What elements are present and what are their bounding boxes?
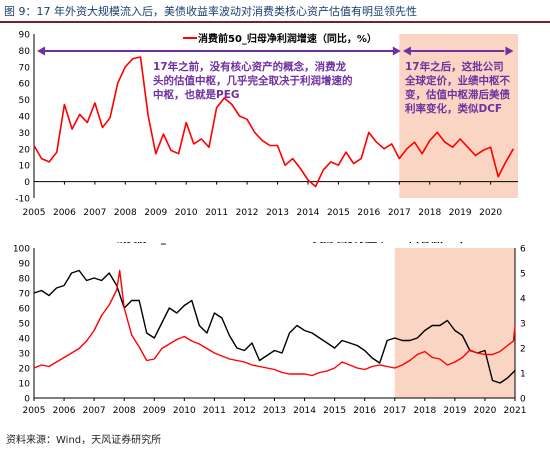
y-tick-label: 0 [24,178,30,188]
x-tick-label: 2009 [144,208,167,218]
y-tick-label-right: 4 [520,295,526,305]
y-tick-label-left: 70 [19,290,31,300]
x-tick-label: 2016 [353,406,376,416]
x-tick-label: 2011 [205,208,228,218]
x-tick-label: 2008 [114,208,137,218]
y-tick-label-left: 80 [19,275,31,285]
x-tick-label: 2008 [113,406,136,416]
y-tick-label-left: 60 [19,305,31,315]
chart-profit-growth: -10 0 10 20 30 40 50 60 70 80 90 2005 2006 2007 2008 20… [0,22,550,247]
y-tick-label-left: 20 [19,365,31,375]
x-tick-label: 2016 [357,208,380,218]
y-tick-label: 30 [19,129,31,139]
y-tick-label-left: 30 [19,350,31,360]
x-tick-label: 2014 [293,406,316,416]
x-tick-label: 2007 [83,406,106,416]
y-tick-label: 70 [19,63,31,73]
x-tick-label: 2014 [297,208,320,218]
x-tick-label: 2015 [323,406,346,416]
legend-label-pe-ttm: 消费前50_PE TTM [117,242,207,245]
y-tick-label: 40 [19,113,31,123]
y-tick-label-right: 3 [520,320,526,330]
legend-label-profit-growth: 消费前50_归母净利润增速（同比，%） [198,32,377,45]
x-tick-label: 2010 [175,208,198,218]
x-tick-label: 2012 [233,406,256,416]
x-tick-label: 2012 [236,208,259,218]
x-tick-label: 2017 [388,208,411,218]
x-tick-label: 2010 [173,406,196,416]
x-tick-label: 2021 [504,406,527,416]
x-tick-label: 2013 [263,406,286,416]
x-tick-label: 2018 [413,406,436,416]
y-tick-label: 60 [19,80,31,90]
y-tick-label-right: 6 [520,245,526,255]
post-2017-shaded-region [395,248,515,398]
pre-2017-arrow-head-left [37,47,45,56]
y-tick-label-left: 10 [19,380,31,390]
x-tick-label: 2013 [266,208,289,218]
y-tick-label-left: 100 [13,245,30,255]
y-tick-label: -10 [15,195,30,205]
y-tick-label: 10 [19,162,31,172]
x-tick-label: 2005 [23,208,46,218]
x-tick-label: 2015 [327,208,350,218]
y-tick-label-left: 90 [19,260,31,270]
y-tick-label-left: 40 [19,335,31,345]
y-tick-label-left: 50 [19,320,31,330]
x-tick-label: 2011 [203,406,226,416]
x-tick-label: 2006 [53,406,76,416]
y-tick-label-right: 5 [520,270,526,280]
source-note: 资料来源：Wind，天风证券研究所 [6,431,161,446]
y-tick-label-right: 2 [520,345,526,355]
legend-label-treasury: 美国:国债收益率:10年(右轴，%) [313,242,464,245]
x-tick-label: 2017 [383,406,406,416]
x-tick-label: 2009 [143,406,166,416]
annotation-pre-2017: 17年之前，没有核心资产的概念，消费龙头的估值中枢，几乎完全取决于利润增速的中枢… [153,60,353,101]
y-tick-label-left: 0 [24,395,30,405]
x-tick-label: 2006 [53,208,76,218]
x-tick-label: 2020 [473,406,496,416]
y-tick-label: 80 [19,47,31,57]
y-tick-label-right: 0 [520,395,526,405]
figure-title: 图 9：17 年外资大规模流入后，美债收益率波动对消费类核心资产估值有明显领先性 [4,3,417,19]
x-tick-label: 2007 [83,208,106,218]
chart-pe-vs-treasury: 0 10 20 30 40 50 60 70 80 90 100 0 1 2 3 4 5 6 2005 2006 200… [0,242,550,427]
y-tick-label-right: 1 [520,370,526,380]
x-tick-label: 2019 [443,406,466,416]
x-tick-label: 2005 [23,406,46,416]
y-tick-label: 20 [19,145,31,155]
x-tick-label: 2020 [479,208,502,218]
x-tick-label: 2019 [449,208,472,218]
x-tick-label: 2018 [418,208,441,218]
y-tick-label: 90 [19,31,31,41]
y-tick-label: 50 [19,96,31,106]
